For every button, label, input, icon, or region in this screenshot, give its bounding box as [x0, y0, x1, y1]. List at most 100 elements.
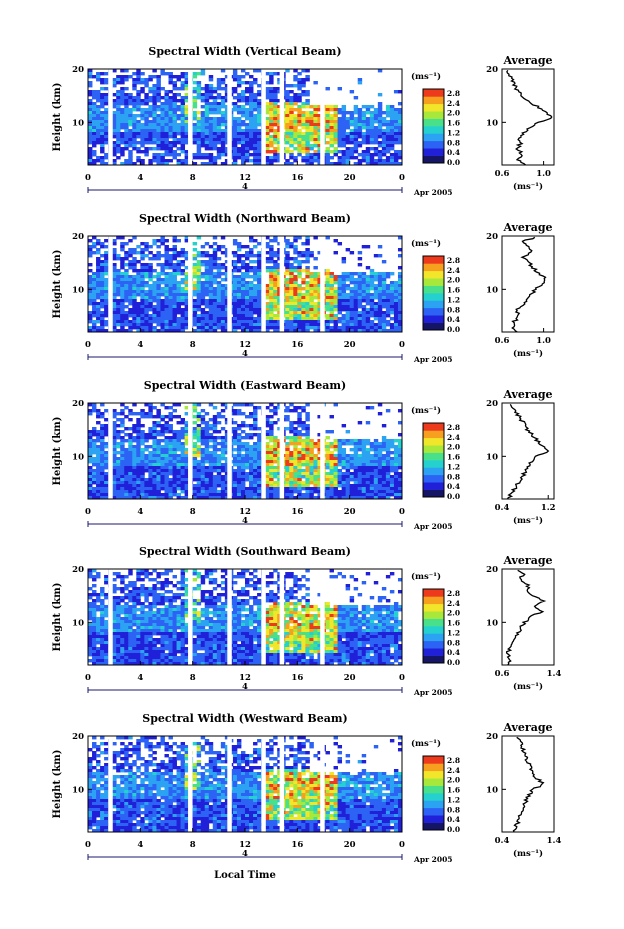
heatmap-cell [257, 436, 262, 440]
heatmap-cell [373, 326, 379, 330]
heatmap-cell [313, 144, 318, 148]
heatmap-cell [220, 263, 226, 267]
heatmap-cell [208, 78, 214, 82]
heatmap-cell [224, 475, 230, 479]
heatmap-cell [172, 99, 177, 103]
heatmap-cell [192, 451, 198, 455]
heatmap-cell [397, 141, 403, 145]
heatmap-cell [361, 156, 367, 160]
heatmap-cell [361, 293, 367, 297]
heatmap-cell [273, 299, 278, 303]
heatmap-cell [116, 129, 121, 133]
heatmap-cell [240, 254, 246, 258]
heatmap-cell [309, 308, 314, 312]
heatmap-cell [152, 448, 157, 452]
heatmap-cell [216, 323, 222, 327]
heatmap-cell [100, 403, 105, 407]
heatmap-cell [345, 138, 351, 142]
heatmap-cell [301, 302, 306, 306]
heatmap-cell [132, 412, 137, 416]
heatmap-cell [212, 490, 218, 494]
heatmap-cell [100, 475, 105, 479]
heatmap-cell [297, 84, 302, 88]
heatmap-cell [236, 275, 242, 279]
heatmap-cell [345, 153, 351, 157]
heatmap-cell [220, 114, 226, 118]
heatmap-cell [297, 132, 302, 136]
heatmap-cell [325, 308, 330, 312]
heatmap-cell [176, 75, 181, 79]
heatmap-cell [269, 496, 274, 500]
heatmap-cell [317, 299, 322, 303]
heatmap-cell [249, 114, 254, 118]
heatmap-cell [172, 314, 177, 318]
heatmap-cell [168, 275, 173, 279]
heatmap-cell [232, 496, 238, 500]
heatmap-cell [104, 490, 109, 494]
heatmap-cell [245, 445, 250, 449]
heatmap-cell [136, 466, 141, 470]
heatmap-cell [325, 275, 330, 279]
heatmap-cell [253, 424, 258, 428]
heatmap-cell [152, 445, 157, 449]
heatmap-cell [337, 123, 343, 127]
heatmap-cell [365, 156, 371, 160]
heatmap-cell [369, 138, 375, 142]
heatmap-cell [249, 320, 254, 324]
heatmap-cell [160, 320, 165, 324]
heatmap-cell [285, 299, 290, 303]
heatmap-cell [273, 454, 278, 458]
heatmap-cell [285, 141, 290, 145]
heatmap-cell [164, 445, 169, 449]
heatmap-cell [204, 469, 210, 473]
heatmap-cell [245, 305, 250, 309]
heatmap-cell [148, 111, 153, 115]
heatmap-cell [160, 299, 165, 303]
heatmap-cell [168, 484, 173, 488]
heatmap-cell [180, 460, 186, 464]
heatmap-cell [253, 132, 258, 136]
heatmap-cell [152, 114, 157, 118]
heatmap-cell [116, 481, 121, 485]
heatmap-cell [224, 320, 230, 324]
heatmap-cell [116, 96, 121, 100]
heatmap-cell [240, 260, 246, 264]
heatmap-cell [285, 263, 290, 267]
colorbar-tick-label: 2.0 [447, 276, 460, 285]
heatmap-cell [140, 72, 145, 76]
heatmap-cell [289, 299, 294, 303]
heatmap-cell [208, 329, 214, 333]
heatmap-cell [192, 421, 198, 425]
heatmap-cell [196, 260, 202, 264]
heatmap-cell [236, 308, 242, 312]
heatmap-cell [144, 78, 149, 82]
heatmap-cell [148, 138, 153, 142]
heatmap-cell [184, 236, 190, 240]
heatmap-cell [100, 472, 105, 476]
heatmap-cell [88, 329, 93, 333]
heatmap-cell [381, 284, 387, 288]
heatmap-cell [220, 403, 226, 407]
heatmap-cell [144, 323, 149, 327]
heatmap-cell [377, 156, 383, 160]
average-x-label: (ms⁻¹) [513, 348, 543, 359]
heatmap-cell [265, 159, 270, 163]
heatmap-cell [168, 123, 173, 127]
heatmap-cell [220, 320, 226, 324]
heatmap-cell [212, 287, 218, 291]
heatmap-cell [112, 427, 117, 431]
heatmap-cell [257, 475, 262, 479]
heatmap-cell [297, 123, 302, 127]
heatmap-cell [128, 162, 133, 166]
heatmap-cell [128, 469, 133, 473]
heatmap-cell [273, 117, 278, 121]
heatmap-cell [140, 463, 145, 467]
heatmap-cell [385, 308, 391, 312]
heatmap-cell [144, 150, 149, 154]
heatmap-cell [220, 236, 226, 240]
heatmap-cell [253, 296, 258, 300]
heatmap-cell [325, 329, 330, 333]
heatmap-cell [88, 84, 93, 88]
heatmap-cell [96, 290, 101, 294]
heatmap-cell [337, 290, 343, 294]
